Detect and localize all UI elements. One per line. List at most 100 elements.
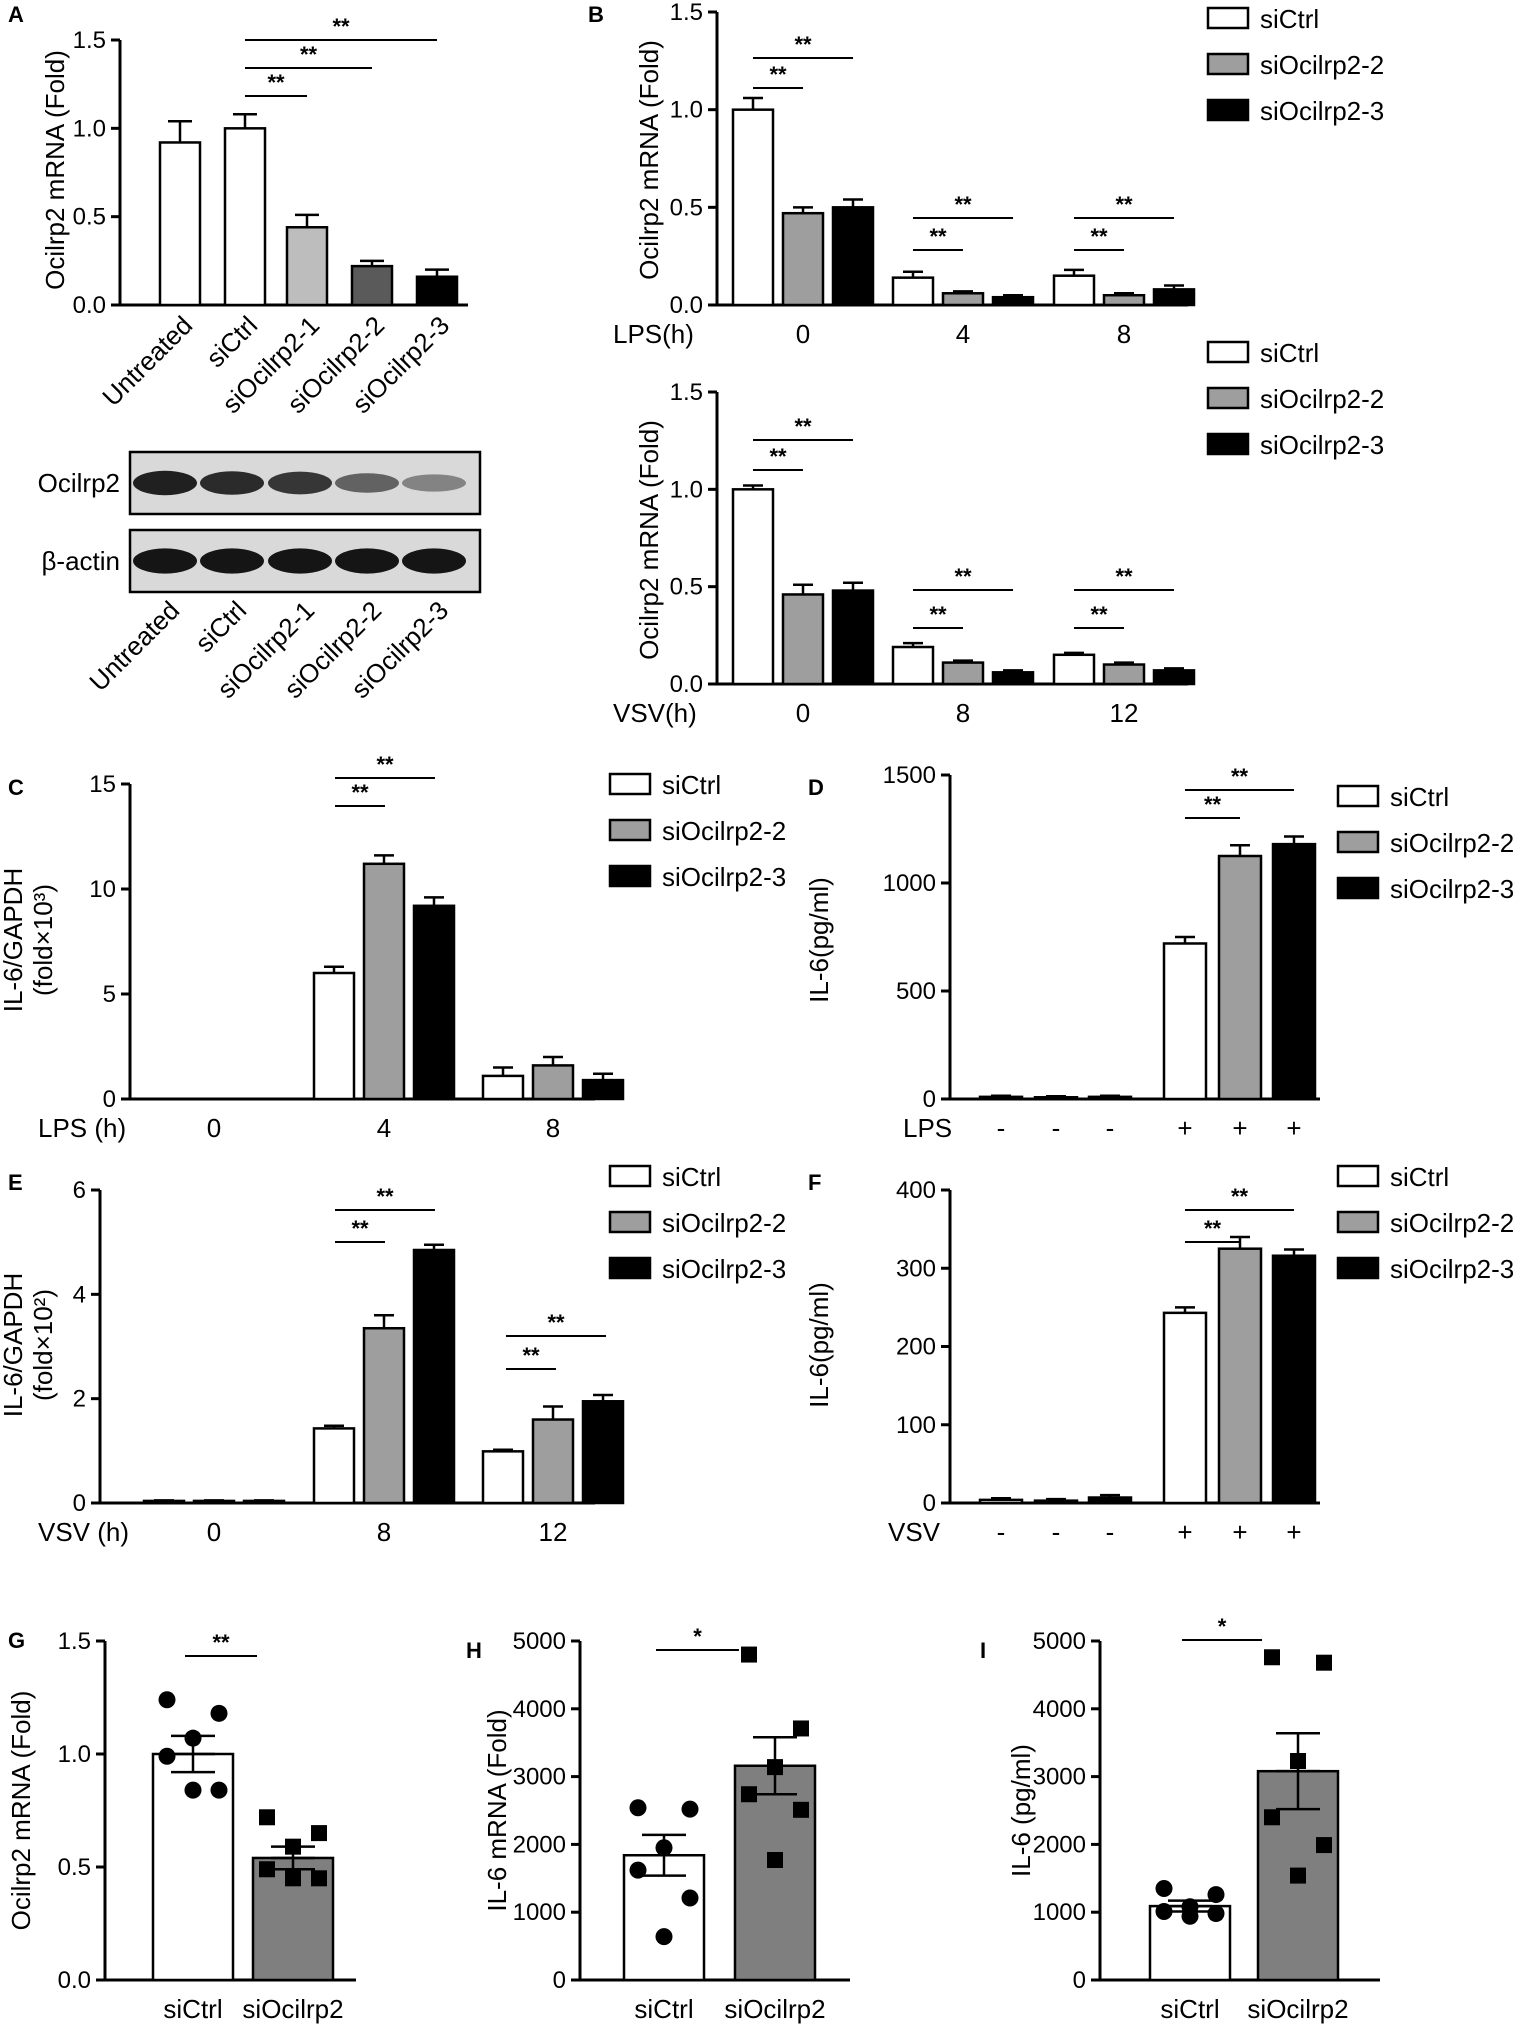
bar-1 — [1033, 1499, 1079, 1505]
significance-label: ** — [351, 1216, 369, 1241]
data-point-square — [285, 1838, 301, 1855]
data-point-square — [311, 1870, 327, 1887]
x-tick-label: - — [1052, 1517, 1061, 1547]
y-tick-label: 5 — [103, 981, 116, 1008]
legend-label: siOcilrp2-2 — [1260, 50, 1384, 80]
legend-label: siOcilrp2-2 — [1390, 828, 1514, 858]
panel-I: 0 1000 2000 3000 4000 5000 IL-6 (pg/ml) * — [1006, 1614, 1380, 1994]
data-point-circle — [158, 1691, 176, 1709]
x-tick-label: 8 — [377, 1517, 391, 1547]
y-tick-label: 0.0 — [670, 292, 703, 319]
data-point-circle — [655, 1928, 673, 1946]
data-point-circle — [1181, 1907, 1199, 1925]
y-tick-label: 3000 — [513, 1764, 566, 1791]
y-tick-label: 0.5 — [58, 1854, 91, 1881]
y-tick-label: 15 — [89, 771, 116, 798]
data-point-square — [285, 1870, 301, 1887]
y-tick-label: 500 — [896, 978, 936, 1005]
significance-label: ** — [332, 14, 350, 39]
data-point-square — [793, 1801, 809, 1818]
significance-label: ** — [1231, 764, 1249, 789]
bar-4 — [1217, 1247, 1263, 1505]
y-tick-label: 0 — [73, 1490, 86, 1517]
blot-band — [268, 471, 332, 495]
panel-letter-A: A — [8, 2, 24, 27]
panel-C: 0 5 10 15 IL-6/GAPDH (fold×10³) ** ** — [0, 752, 625, 1113]
legend-label: siCtrl — [1390, 1162, 1449, 1192]
bar-siOcilrp2-3 — [581, 1078, 625, 1101]
legend-label: siOcilrp2-2 — [662, 816, 786, 846]
data-point-square — [311, 1825, 327, 1842]
bar-1 — [1033, 1096, 1079, 1101]
x-tick-label: - — [997, 1113, 1006, 1143]
x-tick-label: + — [1177, 1113, 1192, 1143]
blot-lane-label: siCtrl — [189, 595, 252, 658]
significance-label: ** — [300, 42, 318, 67]
legend-label: siOcilrp2-3 — [1390, 1254, 1514, 1284]
x-axis-title: LPS — [903, 1113, 952, 1143]
bar-siOcilrp2-3 — [412, 1248, 456, 1505]
y-tick-label: 1.0 — [670, 476, 703, 503]
x-tick-label: - — [1052, 1113, 1061, 1143]
y-tick-label: 1.5 — [670, 0, 703, 26]
legend-swatch — [1206, 432, 1250, 456]
blot-band — [335, 548, 399, 574]
x-tick-label: siCtrl — [163, 1994, 222, 2024]
x-tick-label: 8 — [1117, 319, 1131, 349]
blot-band — [268, 548, 332, 574]
y-axis-title: Ocilrp2 mRNA (Fold) — [40, 50, 70, 290]
y-tick-label: 0.0 — [58, 1967, 91, 1994]
bar-3 — [1162, 942, 1208, 1101]
data-point-square — [741, 1786, 757, 1803]
x-tick-label: siCtrl — [634, 1994, 693, 2024]
significance-label: ** — [769, 62, 787, 87]
significance-label: * — [693, 1624, 702, 1649]
significance-label: ** — [1090, 602, 1108, 627]
legend-swatch — [608, 1164, 652, 1188]
bar-siOcilrp2-2 — [781, 211, 825, 307]
x-tick-label: 0 — [207, 1113, 221, 1143]
y-tick-label: 2 — [73, 1386, 86, 1413]
data-point-circle — [629, 1861, 647, 1879]
bar-siOcilrp2-3 — [412, 904, 456, 1101]
y-tick-label: 6 — [73, 1177, 86, 1204]
data-point-square — [793, 1720, 809, 1737]
bar-siOcilrp2-3 — [415, 275, 459, 307]
data-point-circle — [158, 1747, 176, 1765]
panel-G: 0.0 0.5 1.0 1.5 Ocilrp2 mRNA (Fold) ** — [6, 1628, 356, 1994]
bar-siOcilrp2-2 — [362, 1326, 406, 1505]
panel-letter-C: C — [8, 775, 24, 800]
bar-siCtrl — [481, 1074, 525, 1101]
x-tick-label: + — [1286, 1517, 1301, 1547]
legend-swatch — [608, 772, 652, 796]
blot-band — [335, 473, 399, 493]
significance-label: ** — [376, 1184, 394, 1209]
bar-4 — [1217, 854, 1263, 1101]
legend-swatch — [608, 818, 652, 842]
data-point-square — [1316, 1654, 1332, 1671]
x-tick-label: 12 — [539, 1517, 568, 1547]
significance-label: ** — [1204, 792, 1222, 817]
x-tick-label: + — [1286, 1113, 1301, 1143]
x-axis-title: VSV(h) — [613, 698, 697, 728]
significance-label: ** — [1115, 564, 1133, 589]
bar-3 — [1162, 1311, 1208, 1505]
data-point-circle — [629, 1799, 647, 1817]
bar-siOcilrp2-3 — [1152, 669, 1196, 686]
blot-band — [200, 471, 264, 495]
y-tick-label: 1.5 — [73, 27, 106, 54]
bar-Untreated — [158, 141, 202, 307]
y-tick-label: 0 — [103, 1086, 116, 1113]
data-point-square — [1290, 1753, 1306, 1770]
legend-label: siCtrl — [1260, 4, 1319, 34]
panel-letter-H: H — [466, 1638, 482, 1663]
x-tick-label: + — [1232, 1113, 1247, 1143]
x-tick-label: siOcilrp2 — [242, 1994, 343, 2024]
panel-E: 0 2 4 6 IL-6/GAPDH (fold×10²) ** ** ** ** — [0, 1177, 625, 1517]
significance-label: ** — [1204, 1216, 1222, 1241]
bar-2 — [1087, 1496, 1133, 1505]
legend-swatch — [1336, 1164, 1380, 1188]
y-tick-label: 3000 — [1033, 1764, 1086, 1791]
